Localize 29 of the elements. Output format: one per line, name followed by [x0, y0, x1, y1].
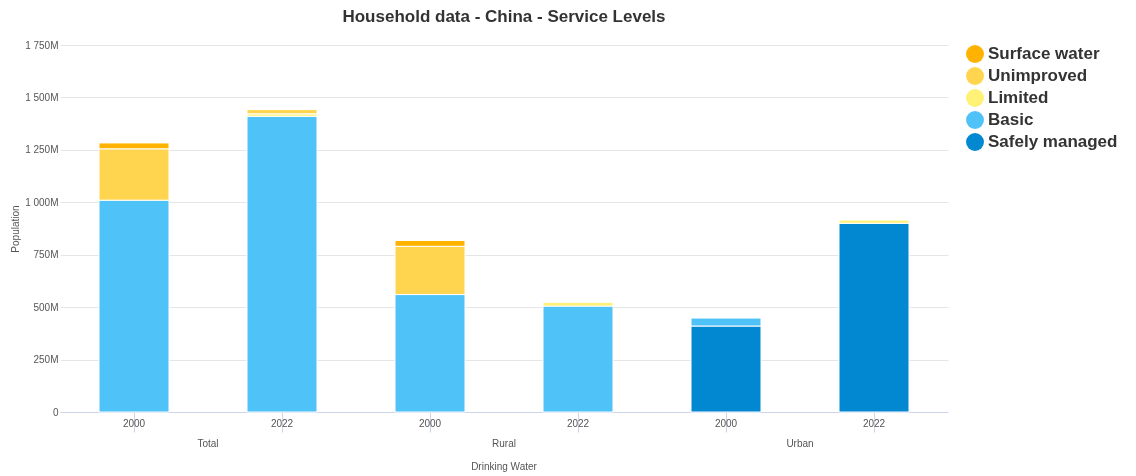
- legend-label: Limited: [988, 88, 1049, 107]
- legend-label: Unimproved: [988, 66, 1088, 85]
- bar: [542, 305, 614, 413]
- y-tick-label: 1 250M: [25, 144, 59, 156]
- y-tick-label: 500M: [33, 301, 59, 313]
- y-tick-label: 1 750M: [25, 39, 59, 51]
- x-tick-label: 2022: [862, 417, 886, 429]
- x-tick-label: 2000: [418, 417, 442, 429]
- y-tick-label: 1 500M: [25, 91, 59, 103]
- x-tick-label: 2000: [714, 417, 738, 429]
- x-tick-label: 2022: [270, 417, 294, 429]
- bar: [838, 222, 910, 413]
- chart-title: Household data - China - Service Levels: [342, 7, 666, 26]
- y-tick-label: 0: [52, 406, 59, 418]
- text: Drinking Water: [471, 461, 538, 472]
- y-axis-title: Population: [10, 205, 22, 253]
- x-tick-label: 2000: [122, 417, 146, 429]
- legend-label: Safely managed: [988, 132, 1118, 151]
- legend-label: Basic: [988, 110, 1034, 129]
- bar: [246, 115, 318, 413]
- y-tick-label: 750M: [33, 249, 59, 261]
- text: Rural: [492, 438, 516, 449]
- text: Urban: [786, 438, 814, 449]
- bar: [246, 109, 318, 115]
- x-tick-label: 2022: [566, 417, 590, 429]
- text: Total: [197, 438, 219, 449]
- legend-label: Surface water: [988, 44, 1100, 63]
- y-tick-label: 250M: [33, 354, 59, 366]
- y-tick-label: 1 000M: [25, 196, 59, 208]
